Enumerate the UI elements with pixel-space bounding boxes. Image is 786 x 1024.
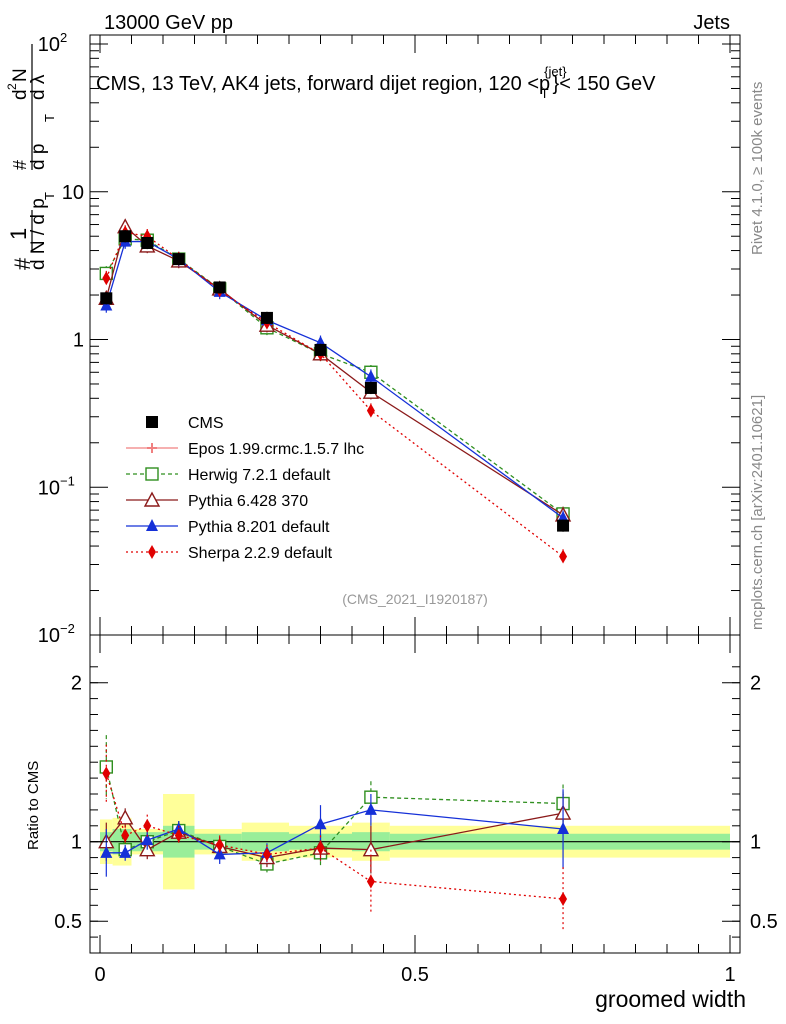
svg-text:#: #	[10, 160, 30, 170]
header-left: 13000 GeV pp	[104, 12, 233, 34]
series-line	[105, 231, 564, 557]
cms-data-point	[364, 381, 377, 394]
svg-text:d λ: d λ	[28, 74, 49, 100]
ratio-panel	[89, 634, 741, 954]
legend-marker	[146, 519, 158, 531]
x-tick-label: 1	[724, 964, 735, 986]
legend-marker	[143, 491, 161, 507]
ratio-tick-label: 2	[71, 673, 82, 695]
legend-label: CMS	[188, 415, 224, 432]
ratio-point	[559, 891, 568, 906]
y-tick-exponent: −2	[60, 621, 75, 636]
svg-text:N: N	[10, 68, 31, 82]
legend-marker	[148, 545, 156, 559]
ratio-point	[100, 845, 113, 858]
ratio-point	[121, 828, 130, 843]
cms-data-point	[557, 519, 570, 532]
svg-text:1: 1	[6, 228, 31, 240]
svg-text:2: 2	[5, 83, 19, 90]
data-point	[559, 549, 568, 564]
ratio-point	[364, 802, 377, 815]
svg-text:d: d	[10, 89, 31, 100]
svg-text:d p: d p	[28, 144, 49, 170]
ratio-tick-label-right: 1	[750, 832, 761, 854]
chart-title: CMS, 13 TeV, AK4 jets, forward dijet reg…	[96, 64, 656, 101]
ratio-point	[314, 817, 327, 830]
ratio-point	[172, 821, 185, 834]
cms-data-point	[141, 236, 154, 249]
ratio-series-line	[105, 773, 564, 900]
mcplots-label: mcplots.cern.ch [arXiv:2401.10621]	[749, 395, 766, 630]
data-point	[364, 369, 377, 382]
svg-text:T: T	[42, 114, 57, 122]
data-point	[102, 271, 111, 286]
legend-label: Pythia 8.201 default	[188, 519, 330, 536]
y-tick-exponent: 2	[60, 30, 67, 45]
ratio-point	[143, 818, 152, 833]
legend-label: Sherpa 2.2.9 default	[188, 545, 333, 562]
ratio-point	[174, 828, 183, 843]
ratio-point	[102, 766, 111, 781]
data-point	[366, 403, 375, 418]
cms-data-point	[260, 311, 273, 324]
series-line	[105, 238, 564, 515]
header-right: Jets	[693, 12, 730, 34]
y-tick-exponent: −1	[60, 473, 75, 488]
legend-label: Pythia 6.428 370	[188, 493, 308, 510]
y-tick-label: 10	[38, 625, 60, 647]
ratio-point	[366, 874, 375, 889]
svg-text:T: T	[42, 192, 57, 200]
ratio-point	[316, 841, 325, 856]
series-line	[105, 240, 564, 519]
ratio-point	[119, 845, 132, 858]
legend-marker-cms	[146, 416, 158, 428]
y-tick-label: 10	[38, 477, 60, 499]
ratio-point	[213, 847, 226, 860]
ratio-tick-label: 1	[71, 832, 82, 854]
y-tick-label: 10	[38, 34, 60, 56]
svg-text:#: #	[10, 257, 35, 270]
main-panel	[89, 34, 741, 636]
x-axis-label: groomed width	[595, 986, 746, 1012]
cms-data-point	[172, 253, 185, 266]
analysis-watermark: (CMS_2021_I1920187)	[342, 591, 488, 607]
ratio-y-label: Ratio to CMS	[25, 761, 42, 850]
x-tick-label: 0.5	[401, 964, 429, 986]
svg-text:d N / d p: d N / d p	[28, 198, 49, 270]
x-tick-label: 0	[94, 964, 105, 986]
legend-marker	[145, 467, 159, 481]
cms-data-point	[100, 292, 113, 305]
ratio-tick-label-right: 2	[750, 673, 761, 695]
y-tick-label: 1	[73, 330, 84, 352]
data-point	[100, 298, 113, 311]
ratio-point	[141, 833, 154, 846]
rivet-label: Rivet 4.1.0, ≥ 100k events	[749, 82, 766, 255]
ratio-tick-label-right: 0.5	[750, 911, 778, 933]
legend-label: Epos 1.99.crmc.1.5.7 lhc	[188, 441, 364, 458]
ratio-point	[117, 809, 134, 825]
ratio-point	[557, 821, 570, 834]
cms-data-point	[213, 281, 226, 294]
legend-label: Herwig 7.2.1 default	[188, 467, 331, 484]
series-line	[105, 225, 564, 516]
y-axis-label: # 1 d N / d p T # d 2 N d p T d λ	[5, 44, 57, 270]
cms-data-point	[119, 230, 132, 243]
cms-data-point	[314, 343, 327, 356]
ratio-point	[262, 847, 271, 862]
ratio-point	[215, 837, 224, 852]
y-tick-label: 10	[62, 182, 84, 204]
ratio-tick-label: 0.5	[54, 911, 82, 933]
